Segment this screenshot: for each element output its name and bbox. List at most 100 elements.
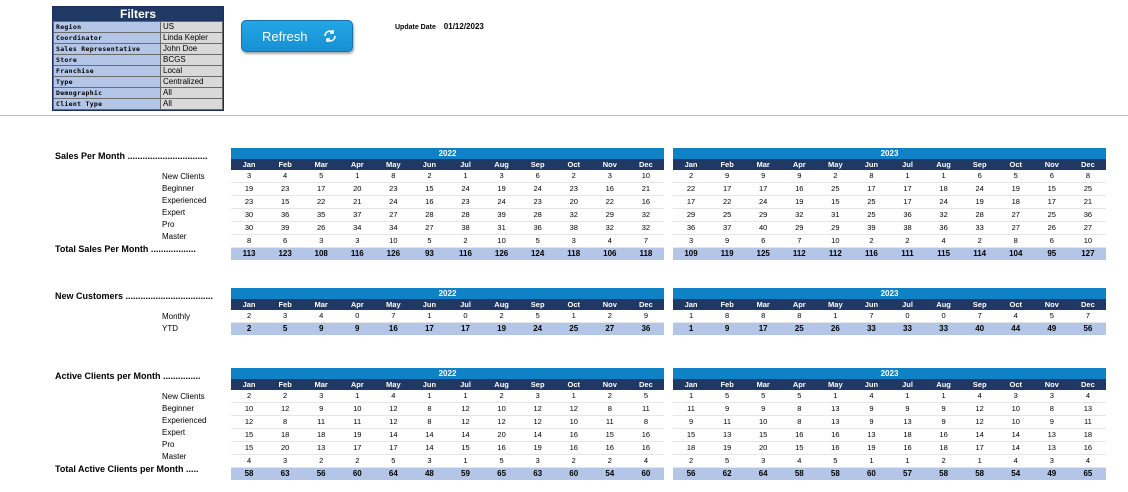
filter-value[interactable]: John Doe: [160, 43, 223, 55]
month-header: Jun: [864, 160, 879, 169]
filter-value[interactable]: Linda Kepler: [160, 32, 223, 44]
month-header: Jan: [242, 160, 256, 169]
data-cell: 14: [461, 430, 470, 439]
month-header: Oct: [567, 300, 580, 309]
data-cell: 14: [975, 430, 984, 439]
month-header-row: Jan Feb Mar Apr May Jun Jul Aug Sep Oct Nov Dec: [673, 159, 1106, 170]
data-cell: 4: [246, 456, 252, 465]
data-row: 17 22 24 19 15 25 17 24 19 18 17 21: [673, 196, 1106, 209]
data-cell: 19: [867, 443, 876, 452]
month-header: Nov: [602, 300, 617, 309]
data-cell: 2: [977, 236, 982, 245]
data-cell: 10: [353, 404, 362, 413]
total-cell: 62: [722, 469, 732, 478]
total-cell: 33: [939, 324, 949, 333]
data-cell: 21: [1083, 197, 1093, 206]
month-header: Sep: [530, 300, 545, 309]
filter-value[interactable]: Local: [160, 65, 223, 77]
year-table: 2022 Jan Feb Mar Apr May Jun Jul Aug Sep Oct Nov Dec…: [231, 148, 664, 260]
data-cell: 5: [833, 456, 838, 465]
filter-value[interactable]: Centralized: [160, 76, 223, 88]
data-cell: 6: [283, 236, 288, 245]
data-cell: 0: [941, 311, 946, 320]
data-cell: 4: [1085, 456, 1090, 465]
data-cell: 32: [939, 210, 948, 219]
month-header: Jul: [460, 300, 471, 309]
year-header: 2023: [673, 288, 1106, 299]
refresh-button-label: Refresh: [262, 28, 308, 44]
data-cell: 3: [283, 456, 288, 465]
filter-row: Coordinator Linda Kepler: [53, 32, 223, 44]
month-header: Apr: [792, 300, 806, 309]
data-cell: 1: [463, 456, 468, 465]
data-cell: 19: [497, 184, 506, 193]
data-cell: 26: [1047, 223, 1056, 232]
data-cell: 10: [641, 171, 651, 180]
filter-value[interactable]: BCGS: [160, 54, 223, 66]
data-cell: 33: [975, 223, 984, 232]
data-cell: 4: [941, 236, 946, 245]
data-cell: 5: [1013, 171, 1018, 180]
data-row: 9 11 10 8 13 9 13 9 12 10 9 11: [673, 416, 1106, 429]
month-header: Dec: [639, 160, 653, 169]
data-cell: 18: [939, 443, 948, 452]
data-cell: 19: [1011, 184, 1020, 193]
filter-value[interactable]: All: [160, 98, 223, 110]
month-header: Feb: [278, 300, 292, 309]
total-cell: 58: [244, 469, 254, 478]
year-table: 2023 Jan Feb Mar Apr May Jun Jul Aug Sep Oct Nov Dec…: [673, 288, 1106, 335]
data-cell: 18: [1011, 197, 1020, 206]
data-cell: 3: [688, 236, 694, 245]
data-cell: 4: [607, 236, 612, 245]
data-cell: 1: [355, 391, 360, 400]
data-cell: 27: [1083, 223, 1093, 232]
data-cell: 32: [795, 210, 804, 219]
data-cell: 18: [939, 184, 948, 193]
data-cell: 37: [353, 210, 362, 219]
filter-key: Franchise: [53, 65, 161, 77]
total-cell: 33: [866, 324, 876, 333]
data-cell: 29: [686, 210, 696, 219]
data-cell: 0: [463, 311, 468, 320]
refresh-button[interactable]: Refresh: [241, 20, 353, 52]
data-cell: 1: [941, 391, 946, 400]
month-header-row: Jan Feb Mar Apr May Jun Jul Aug Sep Oct Nov Dec: [231, 379, 664, 390]
filter-value[interactable]: US: [160, 21, 223, 33]
data-cell: 19: [722, 443, 732, 452]
filter-key: Type: [53, 76, 161, 88]
data-cell: 15: [605, 430, 614, 439]
data-cell: 5: [391, 456, 396, 465]
total-cell: 17: [758, 324, 768, 333]
total-cell: 24: [533, 324, 543, 333]
data-cell: 13: [867, 430, 876, 439]
month-header: Jan: [242, 380, 256, 389]
data-cell: 23: [569, 184, 578, 193]
data-cell: 12: [533, 417, 542, 426]
month-header: Dec: [1081, 300, 1095, 309]
data-cell: 9: [643, 311, 648, 320]
filter-row: Demographic All: [53, 87, 223, 99]
total-cell: 126: [386, 249, 401, 258]
month-header: Mar: [756, 380, 770, 389]
filter-value[interactable]: All: [160, 87, 223, 99]
data-cell: 16: [497, 443, 506, 452]
data-cell: 34: [389, 223, 398, 232]
data-row: 2 3 4 0 7 1 0 2 5 1 2 9: [231, 310, 664, 323]
data-cell: 9: [319, 404, 324, 413]
data-cell: 2: [607, 456, 612, 465]
data-cell: 1: [463, 171, 468, 180]
total-cell: 95: [1047, 249, 1057, 258]
data-cell: 6: [535, 171, 540, 180]
month-header: Jun: [864, 300, 879, 309]
month-header: Sep: [530, 380, 545, 389]
month-header: Apr: [350, 160, 364, 169]
total-cell: 56: [1083, 324, 1093, 333]
data-cell: 16: [641, 443, 651, 452]
filter-row: Store BCGS: [53, 54, 223, 66]
month-header: Nov: [1044, 380, 1059, 389]
data-cell: 17: [867, 184, 876, 193]
data-cell: 35: [317, 210, 326, 219]
data-row: 3 9 6 7 10 2 2 4 2 8 6 10: [673, 235, 1106, 248]
total-cell: 63: [533, 469, 543, 478]
data-cell: 13: [1083, 404, 1093, 413]
